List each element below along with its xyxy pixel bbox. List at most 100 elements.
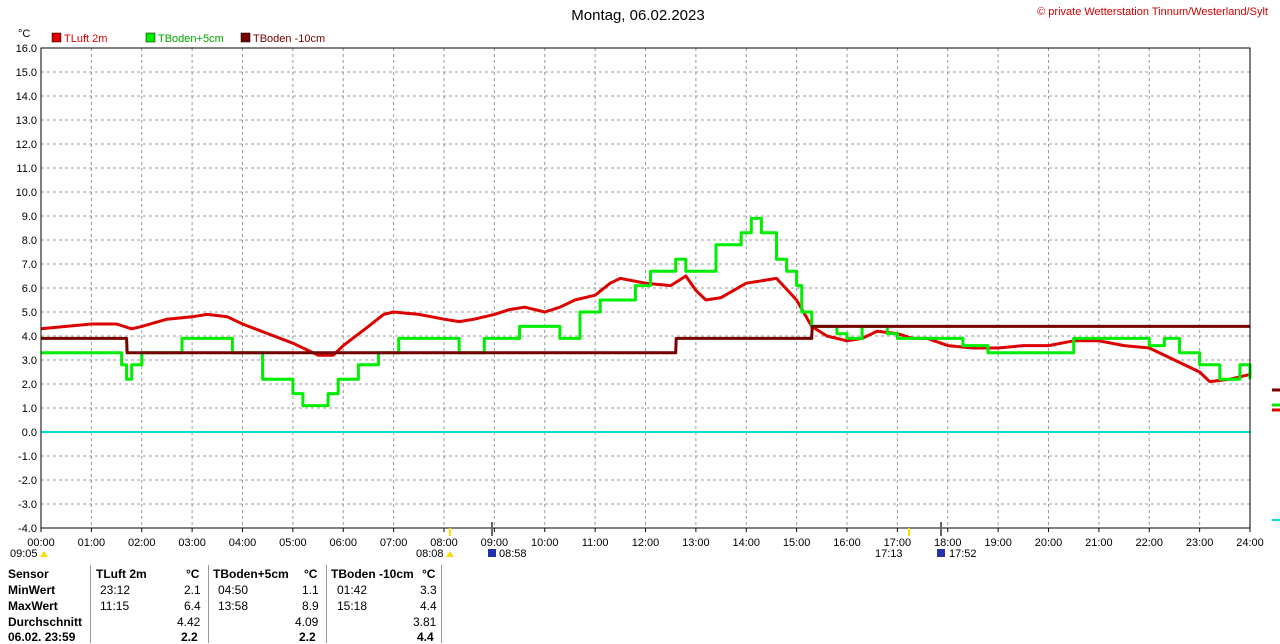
legend-label-tluft: TLuft 2m xyxy=(64,33,107,45)
sun-icon xyxy=(40,551,48,557)
x-tick-label: 15:00 xyxy=(783,537,811,549)
header-unit: °C xyxy=(304,567,318,581)
series-lines xyxy=(40,216,1252,433)
value-cell: 3.81 xyxy=(413,615,437,629)
chart-title: Montag, 06.02.2023 xyxy=(571,7,704,24)
sun-markers: 09:05 08:08 08:58 17:13 17:52 xyxy=(10,522,977,560)
value-cell: 2.2 xyxy=(299,630,316,644)
x-tick-label: 03:00 xyxy=(178,537,206,549)
legend-label-tboden10: TBoden -10cm xyxy=(253,33,325,45)
row-label: Durchschnitt xyxy=(8,615,83,629)
sun-marker-label: 08:58 xyxy=(499,548,527,560)
value-cell: 3.3 xyxy=(420,583,437,597)
series-line-0 xyxy=(40,274,1251,384)
x-tick-label: 23:00 xyxy=(1186,537,1214,549)
x-tick-label: 04:00 xyxy=(229,537,257,549)
right-edge-markers xyxy=(1272,388,1280,521)
row-label: MaxWert xyxy=(8,599,58,613)
x-tick-label: 22:00 xyxy=(1135,537,1163,549)
table-divider xyxy=(208,565,209,643)
plot-frame xyxy=(40,47,1251,529)
y-tick-label: 16.0 xyxy=(16,43,37,55)
y-tick-label: 9.0 xyxy=(22,211,37,223)
x-tick-label: 02:00 xyxy=(128,537,156,549)
y-tick-label: 13.0 xyxy=(16,115,37,127)
x-tick-label: 14:00 xyxy=(732,537,760,549)
sun-marker-label: 17:13 xyxy=(875,548,903,560)
value-cell: 2.1 xyxy=(184,583,201,597)
header-unit: °C xyxy=(186,567,200,581)
legend-swatch-tluft xyxy=(51,32,62,43)
sunset-icon xyxy=(937,549,945,557)
x-tick-label: 12:00 xyxy=(632,537,660,549)
x-tick-label: 17:00 xyxy=(884,537,912,549)
x-tick-label: 01:00 xyxy=(78,537,106,549)
row-label: 06.02. 23:59 xyxy=(8,630,76,644)
value-cell: 4.09 xyxy=(295,615,319,629)
x-tick-label: 09:00 xyxy=(481,537,509,549)
y-tick-label: 6.0 xyxy=(22,283,37,295)
series-line-2 xyxy=(41,324,1250,355)
x-tick-label: 18:00 xyxy=(934,537,962,549)
x-tick-label: 19:00 xyxy=(984,537,1012,549)
value-cell: 6.4 xyxy=(184,599,201,613)
y-unit-label: °C xyxy=(18,28,30,40)
y-tick-label: 12.0 xyxy=(16,139,37,151)
series-line-1 xyxy=(41,216,1252,408)
sun-icon xyxy=(446,551,454,557)
legend-swatch-tboden10 xyxy=(240,32,251,43)
value-cell: 1.1 xyxy=(302,583,319,597)
x-tick-label: 00:00 xyxy=(27,537,55,549)
row-label: MinWert xyxy=(8,583,56,597)
y-tick-label: 15.0 xyxy=(16,67,37,79)
value-cell: 4.4 xyxy=(417,630,434,644)
x-tick-label: 05:00 xyxy=(279,537,307,549)
y-tick-label: 10.0 xyxy=(16,187,37,199)
header-tboden5: TBoden+5cm xyxy=(213,567,289,581)
time-cell: 01:42 xyxy=(337,583,368,597)
table-divider xyxy=(441,565,442,643)
y-tick-label: 7.0 xyxy=(22,259,37,271)
sun-marker-label: 17:52 xyxy=(949,548,977,560)
time-cell: 11:15 xyxy=(100,599,130,613)
x-tick-label: 10:00 xyxy=(531,537,559,549)
time-cell: 04:50 xyxy=(218,583,249,597)
x-tick-label: 16:00 xyxy=(833,537,861,549)
y-tick-label: 0.0 xyxy=(22,427,37,439)
header-unit: °C xyxy=(422,567,436,581)
value-cell: 4.42 xyxy=(177,615,201,629)
header-tluft: TLuft 2m xyxy=(96,567,147,581)
time-cell: 15:18 xyxy=(337,599,368,613)
legend-swatch-tboden5 xyxy=(145,32,156,43)
y-tick-label: 1.0 xyxy=(22,403,37,415)
value-cell: 4.4 xyxy=(420,599,437,613)
y-tick-label: -3.0 xyxy=(18,499,37,511)
x-tick-label: 06:00 xyxy=(329,537,357,549)
x-tick-label: 11:00 xyxy=(582,537,609,549)
y-tick-label: -4.0 xyxy=(18,523,37,535)
x-tick-label: 13:00 xyxy=(682,537,710,549)
header-tboden10: TBoden -10cm xyxy=(331,567,414,581)
table-divider xyxy=(326,565,327,643)
value-cell: 2.2 xyxy=(181,630,198,644)
y-tick-label: 14.0 xyxy=(16,91,37,103)
y-axis-ticks: -4.0 -3.0 -2.0 -1.0 0.0 1.0 2.0 3.0 4.0 5.0 6.0 7.0… xyxy=(16,43,37,535)
grid-lines xyxy=(40,47,1251,529)
copyright-note: © private Wetterstation Tinnum/Westerlan… xyxy=(1037,6,1268,18)
y-tick-label: -1.0 xyxy=(18,451,37,463)
y-tick-label: 3.0 xyxy=(22,355,37,367)
time-cell: 23:12 xyxy=(100,583,131,597)
x-tick-label: 08:00 xyxy=(430,537,458,549)
legend-label-tboden5: TBoden+5cm xyxy=(158,33,224,45)
value-cell: 8.9 xyxy=(302,599,319,613)
x-tick-label: 24:00 xyxy=(1236,537,1264,549)
table-divider xyxy=(90,565,91,643)
sunrise-label: 09:05 xyxy=(10,548,38,560)
y-tick-label: 11.0 xyxy=(16,163,37,175)
header-sensor: Sensor xyxy=(8,567,49,581)
x-tick-label: 21:00 xyxy=(1085,537,1113,549)
y-tick-label: 2.0 xyxy=(22,379,37,391)
x-axis-ticks: 00:00 01:00 02:00 03:00 04:00 05:00 06:00 07:00… xyxy=(27,528,1264,549)
time-cell: 13:58 xyxy=(218,599,249,613)
